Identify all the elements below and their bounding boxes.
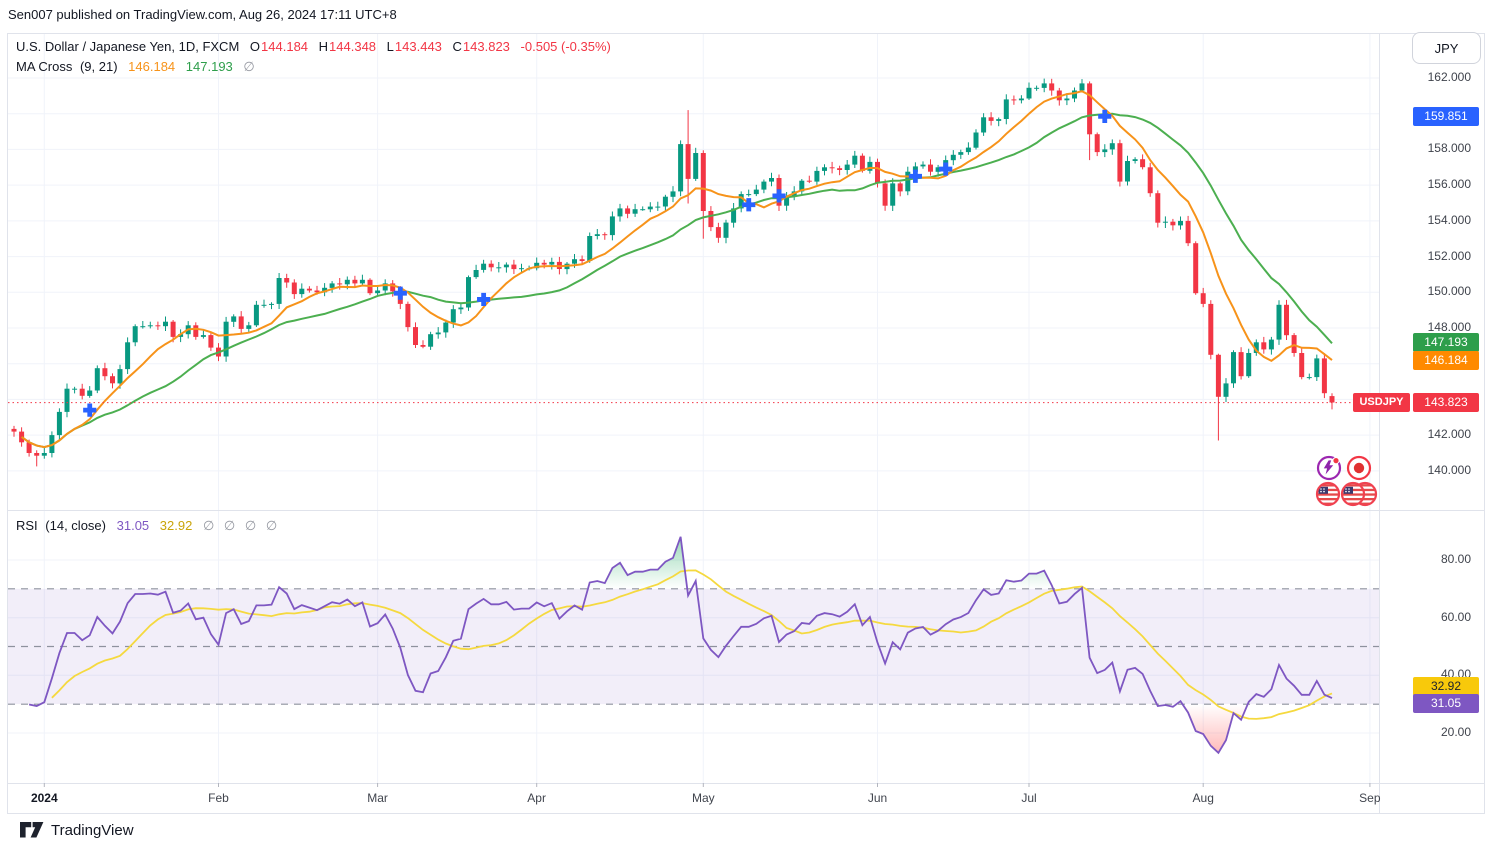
ma-fast-badge: 146.184 (1413, 350, 1479, 370)
change-value: -0.505 (-0.35%) (520, 39, 611, 54)
time-axis-label: May (691, 791, 715, 805)
publish-info-text: Sen007 published on TradingView.com, Aug… (8, 7, 397, 22)
rsi-name[interactable]: RSI (16, 518, 38, 533)
low-value: 143.443 (394, 39, 442, 54)
rsi-empty-value: ∅ (265, 518, 278, 533)
time-axis-label: Apr (527, 791, 546, 805)
close-label: C (452, 39, 462, 54)
price-axis-label: 142.000 (1427, 427, 1471, 442)
symbol-legend: U.S. Dollar / Japanese Yen, 1D, FXCM O14… (16, 39, 618, 54)
symbol-price-tag: USDJPY (1353, 393, 1410, 413)
open-value: 144.184 (261, 39, 309, 54)
time-axis-label: Aug (1192, 791, 1214, 805)
open-label: O (249, 39, 261, 54)
rsi-badge: 31.05 (1413, 693, 1479, 713)
rsi-ma-line (51, 569, 1333, 720)
price-axis-label: 154.000 (1427, 212, 1471, 227)
ma-slow-value: 147.193 (185, 59, 233, 74)
last-cross-badge: 159.851 (1413, 106, 1479, 126)
close-value: 143.823 (462, 39, 510, 54)
ma-slow-line (21, 112, 1333, 449)
high-value: 144.348 (329, 39, 377, 54)
rsi-axis-label: 20.00 (1440, 724, 1471, 739)
price-axis-label: 140.000 (1427, 462, 1471, 477)
symbol-title[interactable]: U.S. Dollar / Japanese Yen, 1D, FXCM (16, 39, 240, 54)
rsi-legend: RSI (14, close) 31.05 32.92 ∅ ∅ ∅ ∅ (16, 518, 283, 534)
rsi-axis-label: 80.00 (1440, 552, 1471, 566)
rsi-value: 31.05 (116, 518, 150, 533)
ma-cross-legend: MA Cross (9, 21) 146.184 147.193 ∅ (16, 59, 261, 75)
us-flag-icon[interactable] (1340, 481, 1366, 507)
economic-event-bolt-icon[interactable] (1316, 455, 1342, 481)
rsi-band (8, 588, 1379, 705)
time-axis-label: Jul (1021, 791, 1037, 805)
rsi-empty-value: ∅ (244, 518, 257, 533)
chart-frame-borders (7, 33, 1485, 814)
rsi-empty-value: ∅ (202, 518, 215, 533)
tradingview-logo-icon (20, 822, 44, 838)
time-axis-label: Sep (1359, 791, 1381, 805)
ma-cross-markers (83, 109, 1112, 417)
horizontal-gridlines (8, 77, 1379, 734)
rsi-line (28, 536, 1333, 755)
low-label: L (386, 39, 394, 54)
publish-info-bar: Sen007 published on TradingView.com, Aug… (8, 7, 397, 22)
time-axis-label: Mar (367, 791, 388, 805)
japan-flag-icon[interactable] (1346, 455, 1372, 481)
last-price-badge: 143.823 (1413, 393, 1479, 413)
rsi-empty-value: ∅ (223, 518, 236, 533)
rsi-ma-value: 32.92 (159, 518, 193, 533)
currency-toggle-button[interactable]: JPY (1412, 32, 1481, 64)
ma-fast-value: 146.184 (128, 59, 176, 74)
rsi-params: (14, close) (45, 518, 106, 533)
rsi-axis-label: 60.00 (1440, 609, 1471, 624)
tradingview-logo-text: TradingView (51, 821, 134, 839)
price-axis-label: 158.000 (1427, 141, 1471, 156)
price-axis-label: 152.000 (1427, 248, 1471, 263)
time-axis-label: Jun (867, 791, 888, 805)
price-axis-label: 150.000 (1427, 284, 1471, 299)
ma-fast-line (21, 90, 1333, 449)
time-axis-label: Feb (208, 791, 229, 805)
rsi-ma-badge: 32.92 (1413, 677, 1479, 697)
price-axis-label: 156.000 (1427, 177, 1471, 192)
time-axis-label: 2024 (30, 791, 58, 805)
price-axis-label: 148.000 (1427, 319, 1471, 334)
ma-empty-value: ∅ (243, 59, 255, 74)
ma-slow-badge: 147.193 (1413, 332, 1479, 352)
tradingview-logo[interactable]: TradingView (20, 821, 134, 839)
price-axis-label: 162.000 (1427, 70, 1471, 84)
ma-cross-name[interactable]: MA Cross (16, 59, 73, 74)
ma-cross-params: (9, 21) (79, 59, 118, 74)
us-flag-icon-2[interactable] (1315, 481, 1341, 507)
high-label: H (318, 39, 329, 54)
